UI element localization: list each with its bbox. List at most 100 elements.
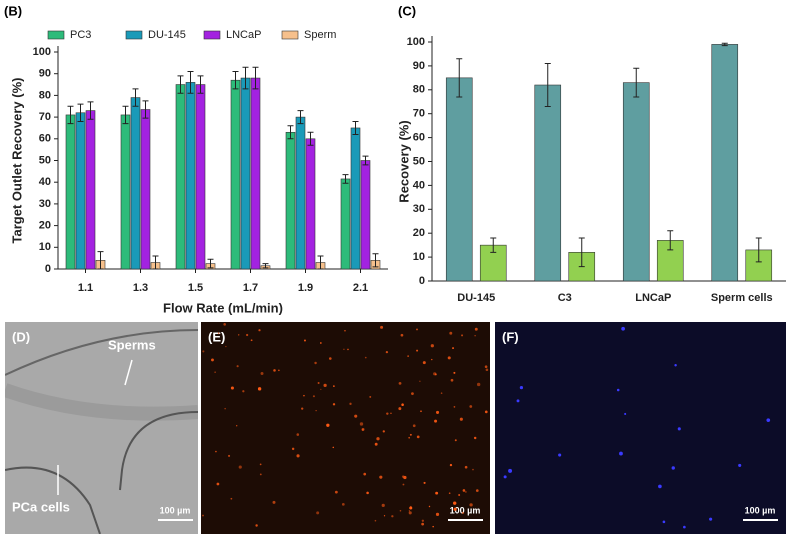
bar bbox=[175, 84, 186, 270]
fluorescent-spot bbox=[366, 491, 369, 495]
error-bar bbox=[362, 155, 369, 166]
annotation: PCa cells bbox=[12, 499, 70, 514]
fluorescent-spot bbox=[319, 342, 322, 344]
micrograph bbox=[5, 322, 198, 534]
fluorescent-spot bbox=[449, 331, 453, 335]
fluorescent-spot bbox=[766, 418, 771, 423]
y-tick-label: 70 bbox=[39, 111, 51, 123]
error-bar bbox=[307, 131, 314, 146]
bar bbox=[130, 97, 141, 270]
fluorescent-spot bbox=[317, 381, 320, 384]
fluorescent-spot bbox=[409, 506, 413, 510]
fluorescent-spot bbox=[485, 368, 489, 372]
x-tick-label: DU-145 bbox=[457, 292, 495, 304]
bar bbox=[85, 110, 96, 270]
fluorescent-spot bbox=[558, 453, 562, 457]
fluorescent-spot bbox=[211, 358, 214, 362]
fluorescent-spot bbox=[214, 371, 216, 374]
fluorescent-spot bbox=[376, 437, 380, 441]
fluorescent-spot bbox=[464, 465, 468, 469]
bar bbox=[120, 114, 131, 270]
fluorescent-spot bbox=[223, 323, 226, 326]
fluorescent-spot bbox=[381, 503, 385, 508]
y-tick-label: 100 bbox=[33, 46, 51, 58]
fluorescent-spot bbox=[416, 435, 420, 439]
legend-swatch bbox=[47, 30, 65, 40]
fluorescent-spot bbox=[475, 489, 479, 492]
fluorescent-spot bbox=[333, 385, 335, 388]
fluorescent-spot bbox=[433, 372, 437, 376]
fluorescent-spot bbox=[230, 386, 234, 390]
fluorescent-spot bbox=[416, 328, 418, 331]
micrograph bbox=[495, 322, 786, 534]
fluorescent-spot bbox=[323, 383, 327, 387]
fluorescent-spot bbox=[347, 348, 349, 351]
fluorescent-spot bbox=[255, 524, 258, 527]
fluorescent-spot bbox=[374, 442, 378, 446]
fluorescent-spot bbox=[260, 372, 264, 376]
y-tick-label: 0 bbox=[419, 275, 425, 287]
fluorescent-spot bbox=[380, 325, 384, 329]
panel-label: (C) bbox=[398, 3, 416, 18]
fluorescent-spot bbox=[303, 339, 306, 342]
fluorescent-spot bbox=[419, 380, 421, 382]
bar bbox=[240, 77, 251, 270]
fluorescent-spot bbox=[242, 390, 245, 393]
legend-swatch bbox=[125, 30, 143, 40]
error-bar bbox=[490, 237, 497, 253]
fluorescent-spot bbox=[430, 344, 434, 348]
error-bar bbox=[262, 263, 269, 269]
bar bbox=[360, 160, 371, 270]
fluorescent-spot bbox=[407, 355, 409, 357]
legend-label: DU-145 bbox=[148, 29, 186, 41]
y-axis-title: Target Outlet Recovery (%) bbox=[9, 78, 24, 244]
bar bbox=[305, 138, 316, 270]
fluorescent-spot bbox=[401, 475, 405, 478]
bar bbox=[285, 131, 296, 270]
error-bar bbox=[633, 67, 640, 98]
fluorescent-spot bbox=[215, 450, 217, 453]
bar bbox=[534, 84, 562, 282]
fluorescent-spot bbox=[416, 349, 419, 352]
bar bbox=[711, 44, 739, 282]
y-tick-label: 50 bbox=[39, 154, 51, 166]
error-bar bbox=[177, 75, 184, 94]
y-tick-label: 20 bbox=[413, 227, 425, 239]
fluorescent-spot bbox=[449, 463, 453, 467]
error-bar bbox=[132, 88, 139, 107]
fluorescent-spot bbox=[391, 515, 394, 518]
fluorescent-spot bbox=[273, 369, 276, 372]
fluorescent-spot bbox=[272, 500, 276, 504]
error-bar bbox=[232, 71, 239, 90]
bar bbox=[295, 116, 306, 270]
bar bbox=[445, 77, 473, 282]
fluorescent-spot bbox=[435, 512, 440, 517]
error-bar bbox=[578, 237, 585, 268]
bar bbox=[250, 77, 261, 270]
fluorescent-spot bbox=[516, 399, 520, 403]
y-tick-label: 40 bbox=[39, 176, 51, 188]
fluorescent-spot bbox=[341, 502, 345, 506]
annotation: Sperms bbox=[108, 337, 156, 352]
fluorescent-spot bbox=[662, 520, 666, 524]
error-bar bbox=[544, 63, 551, 108]
error-bar bbox=[67, 105, 74, 125]
fluorescent-spot bbox=[431, 358, 433, 361]
fluorescent-spot bbox=[359, 422, 364, 426]
legend-label: Sperm bbox=[304, 29, 336, 41]
fluorescent-spot bbox=[440, 392, 443, 394]
y-tick-label: 70 bbox=[413, 108, 425, 120]
fluorescent-spot bbox=[258, 329, 261, 332]
fluorescent-spot bbox=[379, 475, 383, 479]
fluorescent-spot bbox=[202, 514, 204, 517]
fluorescent-spot bbox=[434, 419, 438, 423]
fluorescent-spot bbox=[432, 525, 434, 528]
y-tick-label: 90 bbox=[39, 68, 51, 80]
fluorescent-spot bbox=[674, 363, 677, 367]
legend-swatch bbox=[203, 30, 221, 40]
y-tick-label: 50 bbox=[413, 155, 425, 167]
fluorescent-spot bbox=[296, 454, 300, 458]
x-tick-label: Sperm cells bbox=[711, 292, 773, 304]
error-bar bbox=[152, 255, 159, 270]
